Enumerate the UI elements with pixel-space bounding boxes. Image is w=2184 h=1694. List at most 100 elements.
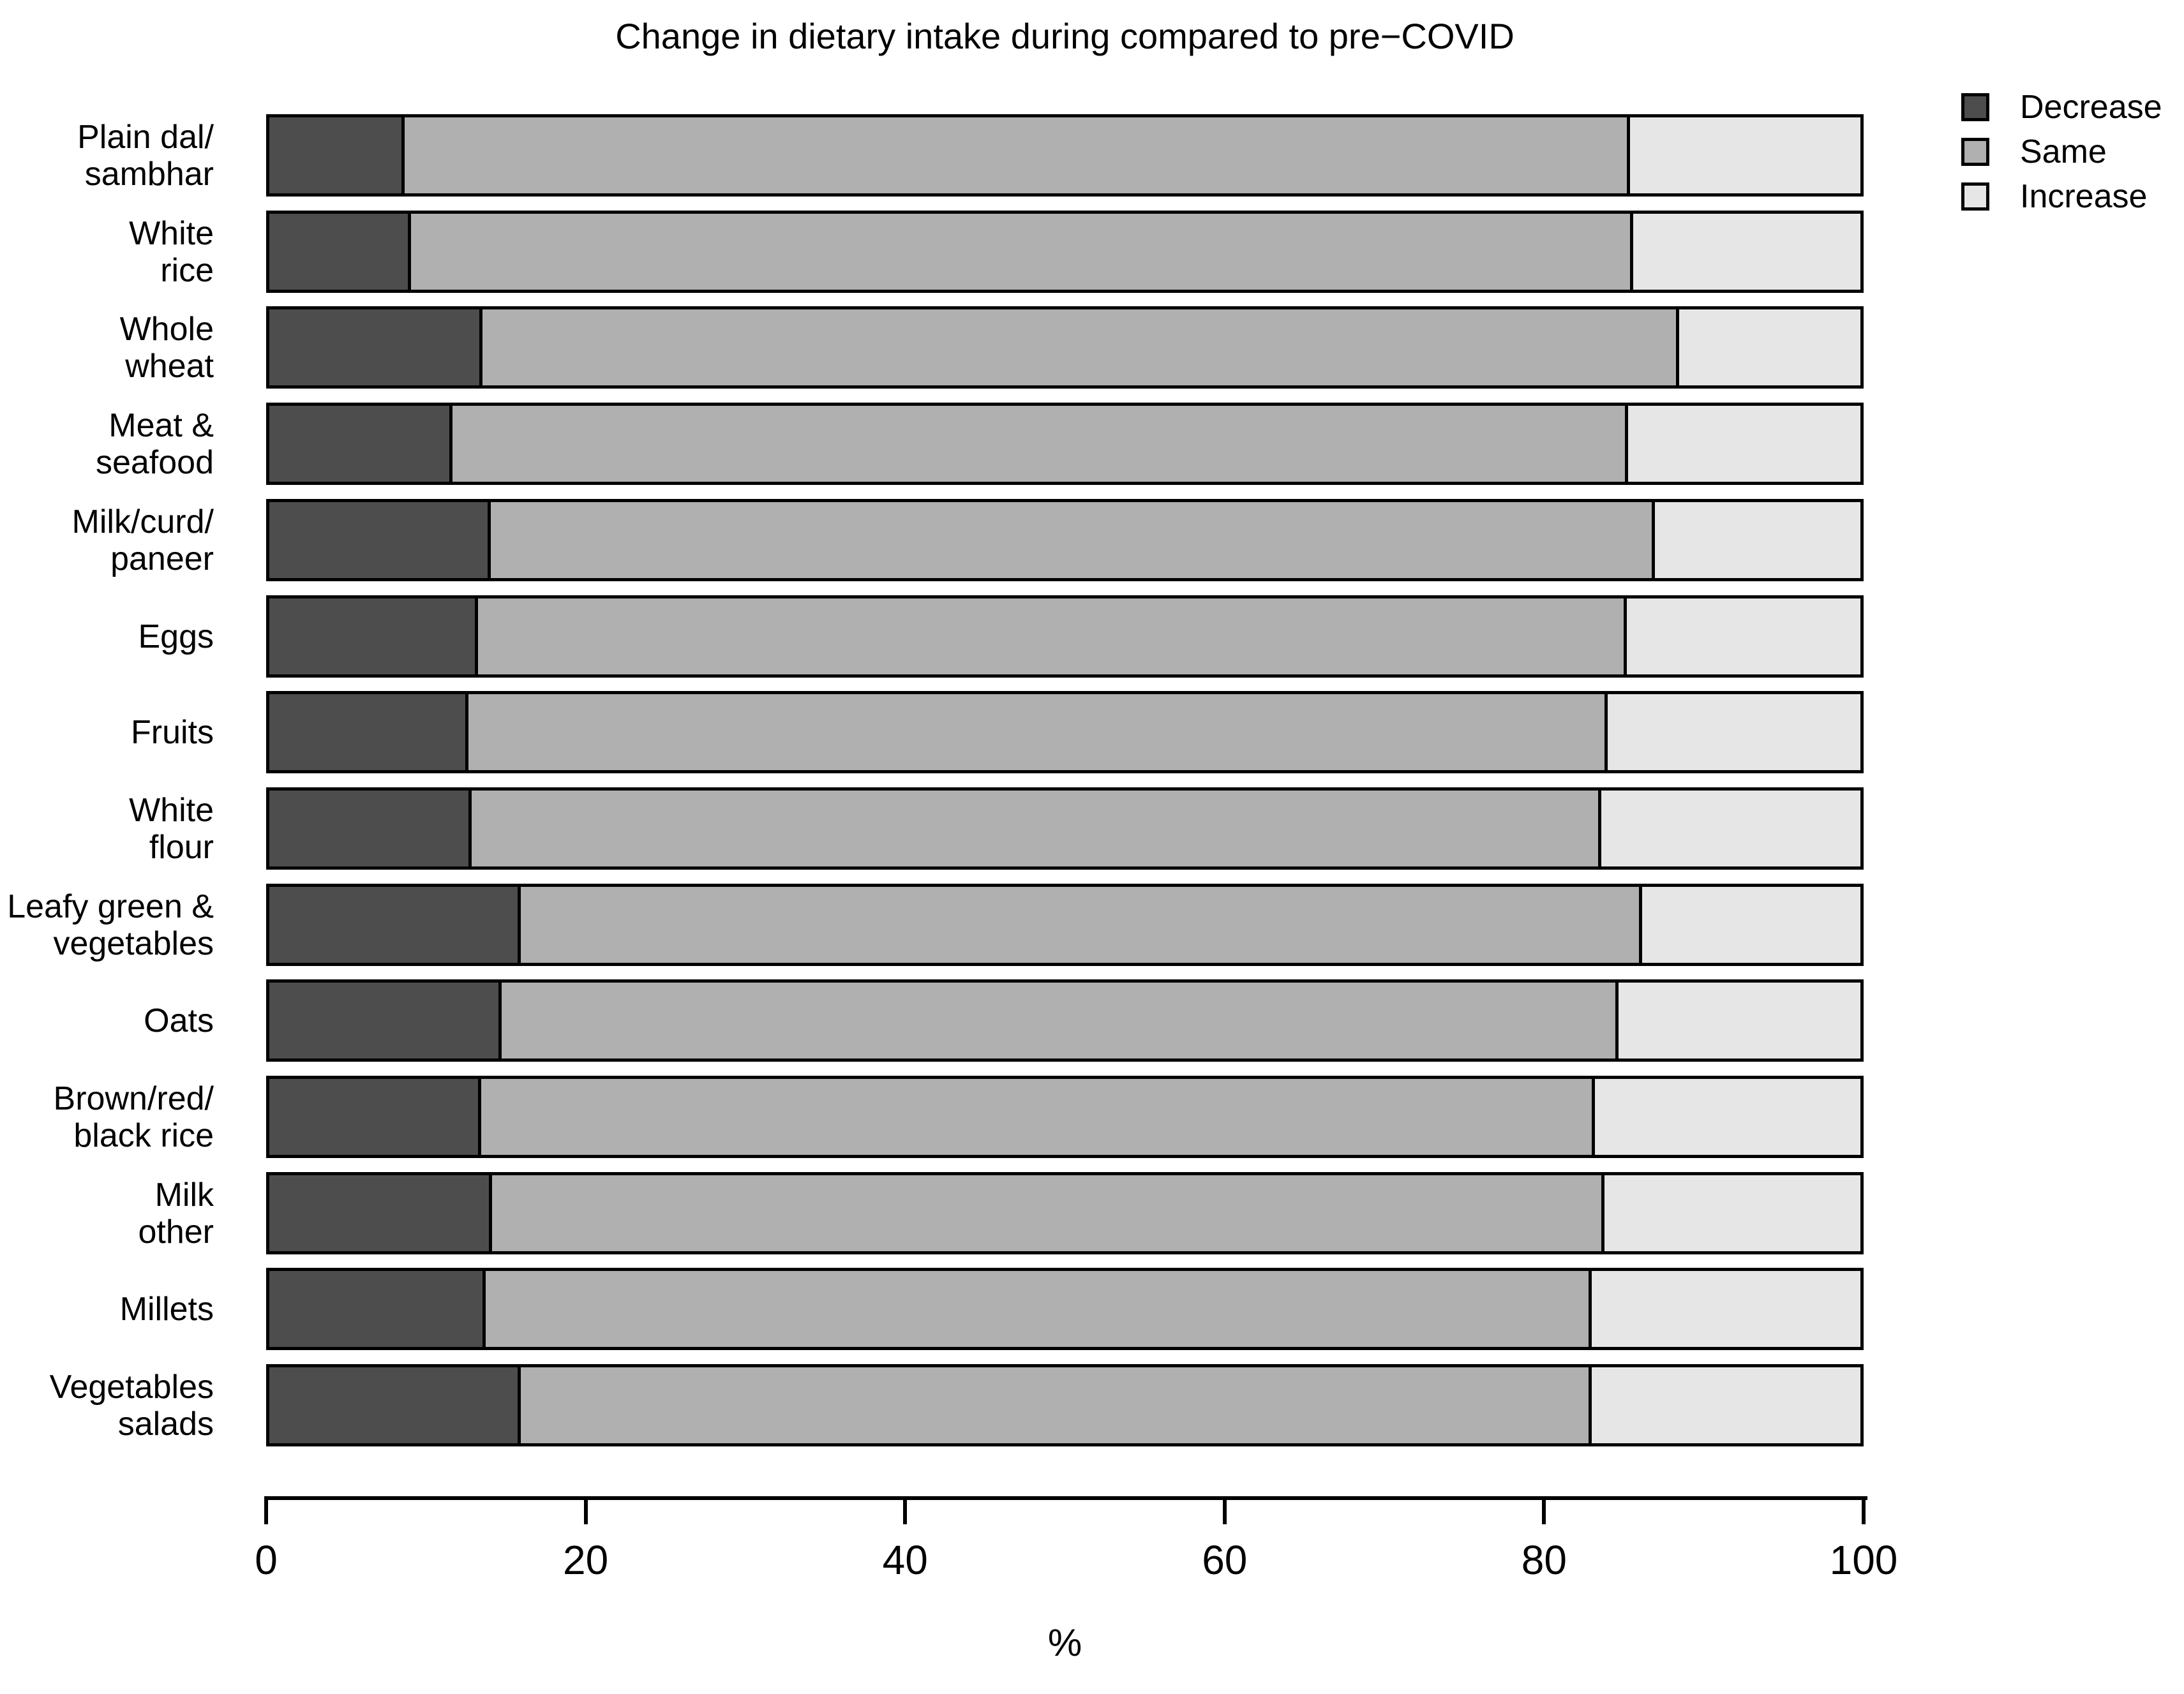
legend-item: Same [1961,135,2162,168]
y-axis-label-line: Vegetables [49,1368,214,1406]
legend-label: Decrease [2020,89,2162,126]
bar-row [266,1268,1864,1350]
x-axis-tick [903,1500,908,1524]
y-axis-label: Brown/red/black rice [0,1076,214,1158]
bar-row [266,499,1864,581]
bar-segment-decrease [269,502,488,578]
x-axis-tick [1222,1500,1227,1524]
y-axis-label-line: Oats [144,1002,214,1039]
y-axis-label-line: paneer [110,540,214,577]
y-axis-label: Milk/curd/paneer [0,499,214,581]
bar-segment-increase [1591,1271,1860,1347]
bar-segment-same [517,1367,1592,1443]
x-axis-tick-label: 40 [882,1537,928,1583]
bar-segment-increase [1642,887,1860,963]
bar-row [266,1364,1864,1446]
bar-segment-same [487,502,1656,578]
bar-segment-decrease [269,1271,483,1347]
bar-segment-same [407,214,1633,290]
x-axis-tick-label: 80 [1521,1537,1567,1583]
bar-row [266,1172,1864,1254]
y-axis-label: Fruits [0,691,214,773]
y-axis-label: Plain dal/sambhar [0,114,214,197]
y-axis-label-line: Milk [154,1176,214,1214]
bar-segment-decrease [269,1367,518,1443]
y-axis-label: Whole wheat [0,306,214,389]
bar-segment-increase [1601,791,1860,866]
bar-row [266,1076,1864,1158]
y-axis-label: White flour [0,787,214,870]
y-axis-label-line: White [129,214,214,252]
bar-segment-same [498,983,1619,1059]
y-axis-label-line: Meat & [108,406,214,444]
bar-segment-decrease [269,1175,490,1251]
y-axis-label-line: Eggs [138,618,214,655]
y-axis-label: Millets [0,1268,214,1350]
y-axis-label-line: black rice [73,1117,214,1154]
x-axis-tick [1542,1500,1546,1524]
y-axis-label-line: rice [160,251,214,289]
bar-row [266,979,1864,1062]
bar-segment-increase [1619,983,1860,1059]
bar-segment-same [517,887,1643,963]
bar-segment-same [479,309,1679,385]
bar-row [266,211,1864,293]
bar-row [266,403,1864,485]
y-axis-label-line: Fruits [131,713,214,751]
x-axis-tick-label: 0 [255,1537,278,1583]
legend-label: Increase [2020,178,2148,215]
y-axis-category-labels: Plain dal/sambhar White rice Whole wheat Meat… [0,114,214,1448]
bar-row [266,114,1864,197]
bar-segment-same [401,117,1630,193]
y-axis-label: Oats [0,979,214,1062]
x-axis-tick-label: 100 [1829,1537,1898,1583]
bar-segment-increase [1607,694,1860,770]
bar-row [266,884,1864,966]
bar-segment-decrease [269,1079,478,1155]
bar-segment-same [482,1271,1592,1347]
x-axis-tick [583,1500,588,1524]
bar-segment-increase [1679,309,1860,385]
y-axis-label: Meat & seafood [0,403,214,485]
bar-segment-increase [1591,1367,1860,1443]
bar-segment-increase [1594,1079,1860,1155]
chart-title: Change in dietary intake during compared… [615,16,1515,56]
y-axis-label-line: White [129,791,214,829]
legend: Decrease Same Increase [1961,89,2162,227]
bar-segment-decrease [269,791,468,866]
x-axis-tick [1862,1500,1866,1524]
bar-segment-decrease [269,887,518,963]
bar-segment-increase [1655,502,1860,578]
y-axis-label-line: flour [149,828,214,866]
x-axis-tick [264,1500,268,1524]
bar-segment-increase [1633,214,1860,290]
bar-segment-same [474,598,1627,674]
bar-row [266,787,1864,870]
y-axis-label-line: vegetables [53,925,214,962]
legend-swatch-icon [1961,182,1989,211]
x-axis-tick-label: 60 [1202,1537,1248,1583]
x-axis-line [264,1496,1867,1500]
bar-segment-same [489,1175,1604,1251]
y-axis-label-line: sambhar [84,155,214,193]
y-axis-label-line: Brown/red/ [53,1080,214,1117]
bar-row [266,306,1864,389]
legend-swatch-icon [1961,138,1989,166]
y-axis-label: Milk other [0,1172,214,1254]
bar-segment-same [468,791,1601,866]
y-axis-label-line: seafood [95,443,214,481]
bar-segment-increase [1626,598,1860,674]
bar-segment-same [449,406,1629,482]
y-axis-label-line: Whole [119,310,214,348]
bar-segment-decrease [269,214,408,290]
plot-area [266,114,1864,1448]
y-axis-label-line: wheat [125,347,214,385]
y-axis-label: Vegetables salads [0,1364,214,1446]
bar-segment-decrease [269,117,401,193]
bar-segment-decrease [269,983,498,1059]
y-axis-label: Leafy green & vegetables [0,884,214,966]
y-axis-label-line: Milk/curd/ [71,503,214,540]
y-axis-label: White rice [0,211,214,293]
bar-segment-decrease [269,694,465,770]
